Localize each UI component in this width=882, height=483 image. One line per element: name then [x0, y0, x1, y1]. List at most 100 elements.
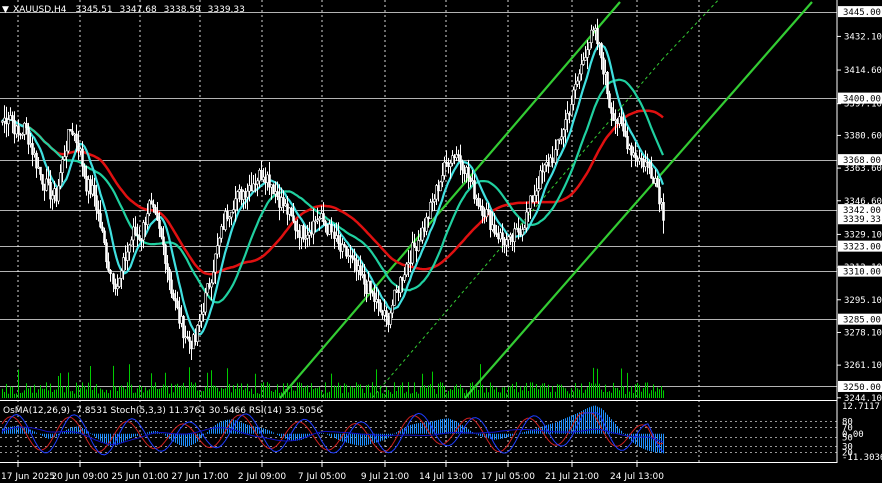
candle-body	[67, 129, 70, 152]
candle-body	[124, 257, 127, 261]
candle-body	[582, 60, 585, 65]
candle-body	[89, 179, 92, 195]
candle-body	[3, 117, 6, 122]
rsi-line	[1, 426, 664, 446]
candle-body	[172, 293, 175, 299]
candle-body	[47, 178, 50, 183]
candle-body	[216, 245, 219, 255]
candle-body	[294, 220, 297, 231]
candle-body	[485, 209, 488, 218]
candle-body	[517, 228, 520, 233]
candle-body	[529, 195, 532, 209]
candle-body	[461, 161, 464, 171]
candle-body	[435, 185, 438, 200]
candle-body	[250, 185, 253, 192]
candle-body	[292, 215, 295, 222]
candle-body	[35, 152, 38, 169]
candle-body	[403, 274, 406, 281]
candle-body	[341, 244, 344, 252]
candle-body	[200, 314, 203, 322]
candle-body	[369, 280, 372, 292]
time-label: 9 Jul 21:00	[361, 472, 410, 482]
candle-body	[154, 207, 157, 214]
candle-body	[116, 286, 119, 290]
level-label: 3400.00	[843, 95, 881, 105]
stoch-main-line	[1, 412, 664, 456]
candle-body	[624, 130, 627, 137]
level-label: 3250.00	[843, 383, 881, 393]
candle-body	[355, 259, 358, 271]
candle-body	[210, 282, 213, 288]
stoch-level-label: 80	[842, 418, 853, 428]
candle-body	[570, 104, 573, 116]
candle-body	[330, 224, 333, 233]
candle-body	[419, 239, 422, 242]
candle-body	[144, 222, 147, 225]
candle-body	[45, 178, 48, 191]
level-label-box	[838, 6, 882, 18]
candle-body	[214, 253, 217, 273]
price-tick-label: 3380.60	[844, 131, 882, 141]
candle-body	[240, 189, 243, 200]
candle-body	[118, 278, 121, 287]
candle-body	[389, 312, 392, 325]
candle-body	[77, 142, 80, 152]
candle-body	[533, 195, 536, 203]
time-label: 27 Jun 17:00	[171, 472, 228, 482]
candle-body	[109, 269, 112, 275]
candle-body	[413, 242, 416, 247]
candle-body	[648, 161, 651, 169]
candle-body	[49, 182, 52, 200]
candle-body	[324, 221, 327, 226]
candle-body	[208, 283, 211, 288]
candle-body	[451, 155, 454, 164]
candle-body	[226, 211, 229, 220]
candle-body	[537, 188, 540, 192]
candle-body	[107, 261, 110, 271]
candle-body	[198, 321, 201, 326]
level-label-box	[838, 92, 882, 104]
candle-body	[168, 269, 171, 281]
candle-body	[393, 289, 396, 306]
candle-body	[188, 336, 191, 342]
price-tick-label: 3278.10	[844, 328, 882, 338]
candle-body	[95, 195, 98, 211]
candle-body	[220, 226, 223, 239]
candle-body	[75, 133, 78, 144]
time-label: 17 Jun 2025	[1, 472, 55, 482]
time-label: 2 Jul 09:00	[238, 472, 287, 482]
volume-bars	[2, 364, 664, 398]
candle-body	[184, 336, 187, 339]
current-price-box	[838, 213, 882, 225]
candle-body	[539, 170, 542, 190]
candle-body	[156, 212, 159, 221]
candle-body	[230, 211, 233, 218]
candle-body	[371, 291, 374, 294]
candle-body	[17, 125, 20, 135]
level-label: 3310.00	[843, 268, 881, 278]
candle-body	[162, 236, 165, 246]
level-label-box	[838, 380, 882, 392]
candle-body	[142, 222, 145, 241]
candle-body	[85, 176, 88, 192]
candle-body	[97, 209, 100, 214]
candle-body	[560, 136, 563, 140]
candle-body	[377, 299, 380, 304]
ma-fast-line	[1, 43, 665, 336]
candle-body	[558, 138, 561, 141]
time-label: 17 Jul 05:00	[481, 472, 535, 482]
candle-body	[81, 148, 84, 167]
osma-scale-label: 0.00	[842, 430, 864, 440]
candle-body	[523, 227, 526, 230]
candle-body	[272, 184, 275, 195]
stoch-level-label: 50	[842, 434, 853, 444]
candle-body	[170, 279, 173, 294]
candle-body	[600, 43, 603, 59]
candle-body	[268, 174, 271, 188]
candle-body	[322, 213, 325, 222]
candle-body	[21, 134, 24, 136]
price-tick-label: 3329.10	[844, 230, 882, 240]
